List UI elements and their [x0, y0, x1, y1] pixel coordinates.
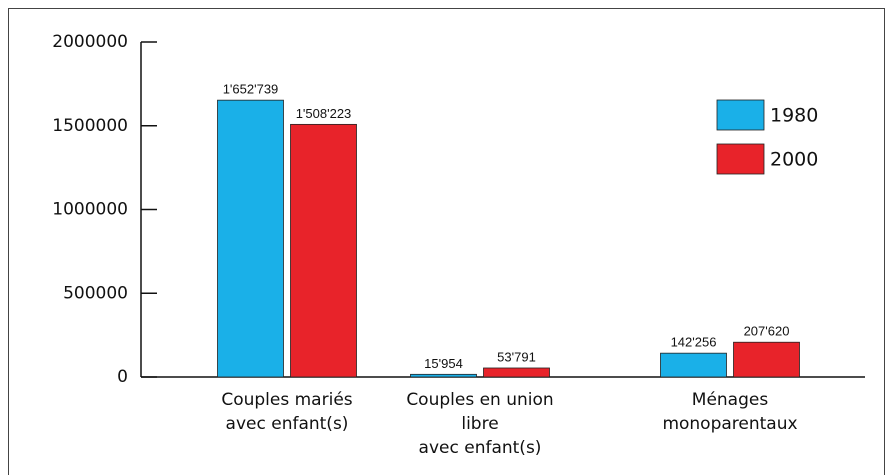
x-tick-label-line: monoparentaux — [662, 414, 797, 434]
x-tick-label-line: libre — [461, 414, 498, 434]
x-tick-label-line: avec enfant(s) — [226, 414, 349, 434]
x-tick-label: Couples en union libre avec enfant(s) — [406, 390, 553, 458]
legend-swatch — [716, 143, 765, 175]
bar — [483, 367, 550, 378]
value-label: 53'791 — [497, 349, 536, 364]
y-tick-label: 1000000 — [52, 200, 128, 220]
y-tick-label: 0 — [117, 367, 128, 387]
x-tick-label-line: Couples en union — [406, 390, 553, 410]
x-tick-label-line: Ménages — [692, 390, 769, 410]
frame — [8, 8, 885, 475]
value-label: 15'954 — [424, 356, 463, 371]
y-tick-label: 1500000 — [52, 116, 128, 136]
y-tick-label: 500000 — [63, 283, 128, 303]
legend-label: 1980 — [770, 105, 818, 127]
bar — [660, 352, 727, 378]
bar — [217, 99, 284, 378]
legend-label: 2000 — [770, 149, 818, 171]
value-label: 1'508'223 — [296, 106, 352, 121]
value-label: 142'256 — [671, 335, 717, 350]
x-tick-label-line: Couples mariés — [221, 390, 352, 410]
legend-swatch — [716, 99, 765, 131]
y-tick-label: 2000000 — [52, 32, 128, 52]
bar — [733, 341, 800, 378]
bar — [410, 373, 477, 378]
bar — [290, 123, 357, 378]
value-label: 1'652'739 — [223, 82, 279, 97]
x-tick-label: Ménages monoparentaux — [662, 390, 797, 434]
x-tick-label: Couples mariés avec enfant(s) — [221, 390, 352, 434]
value-label: 207'620 — [744, 324, 790, 339]
x-tick-label-line: avec enfant(s) — [419, 438, 542, 458]
